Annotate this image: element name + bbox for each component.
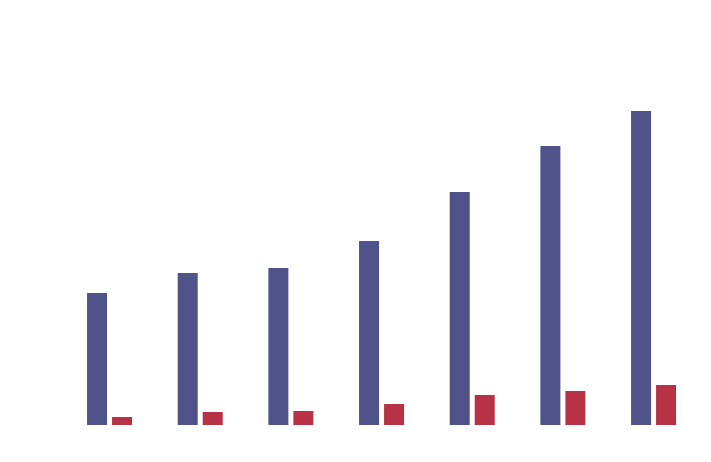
bar <box>268 268 289 425</box>
bar <box>565 391 586 425</box>
bar <box>112 417 133 425</box>
bar <box>177 273 198 425</box>
bar <box>540 146 561 425</box>
bar <box>202 412 223 425</box>
bar <box>359 241 380 425</box>
bar <box>87 293 108 425</box>
bar <box>384 404 405 425</box>
bar <box>656 385 677 425</box>
bar <box>474 395 495 425</box>
bar <box>449 192 470 425</box>
bar <box>631 111 652 425</box>
bar <box>293 411 314 425</box>
